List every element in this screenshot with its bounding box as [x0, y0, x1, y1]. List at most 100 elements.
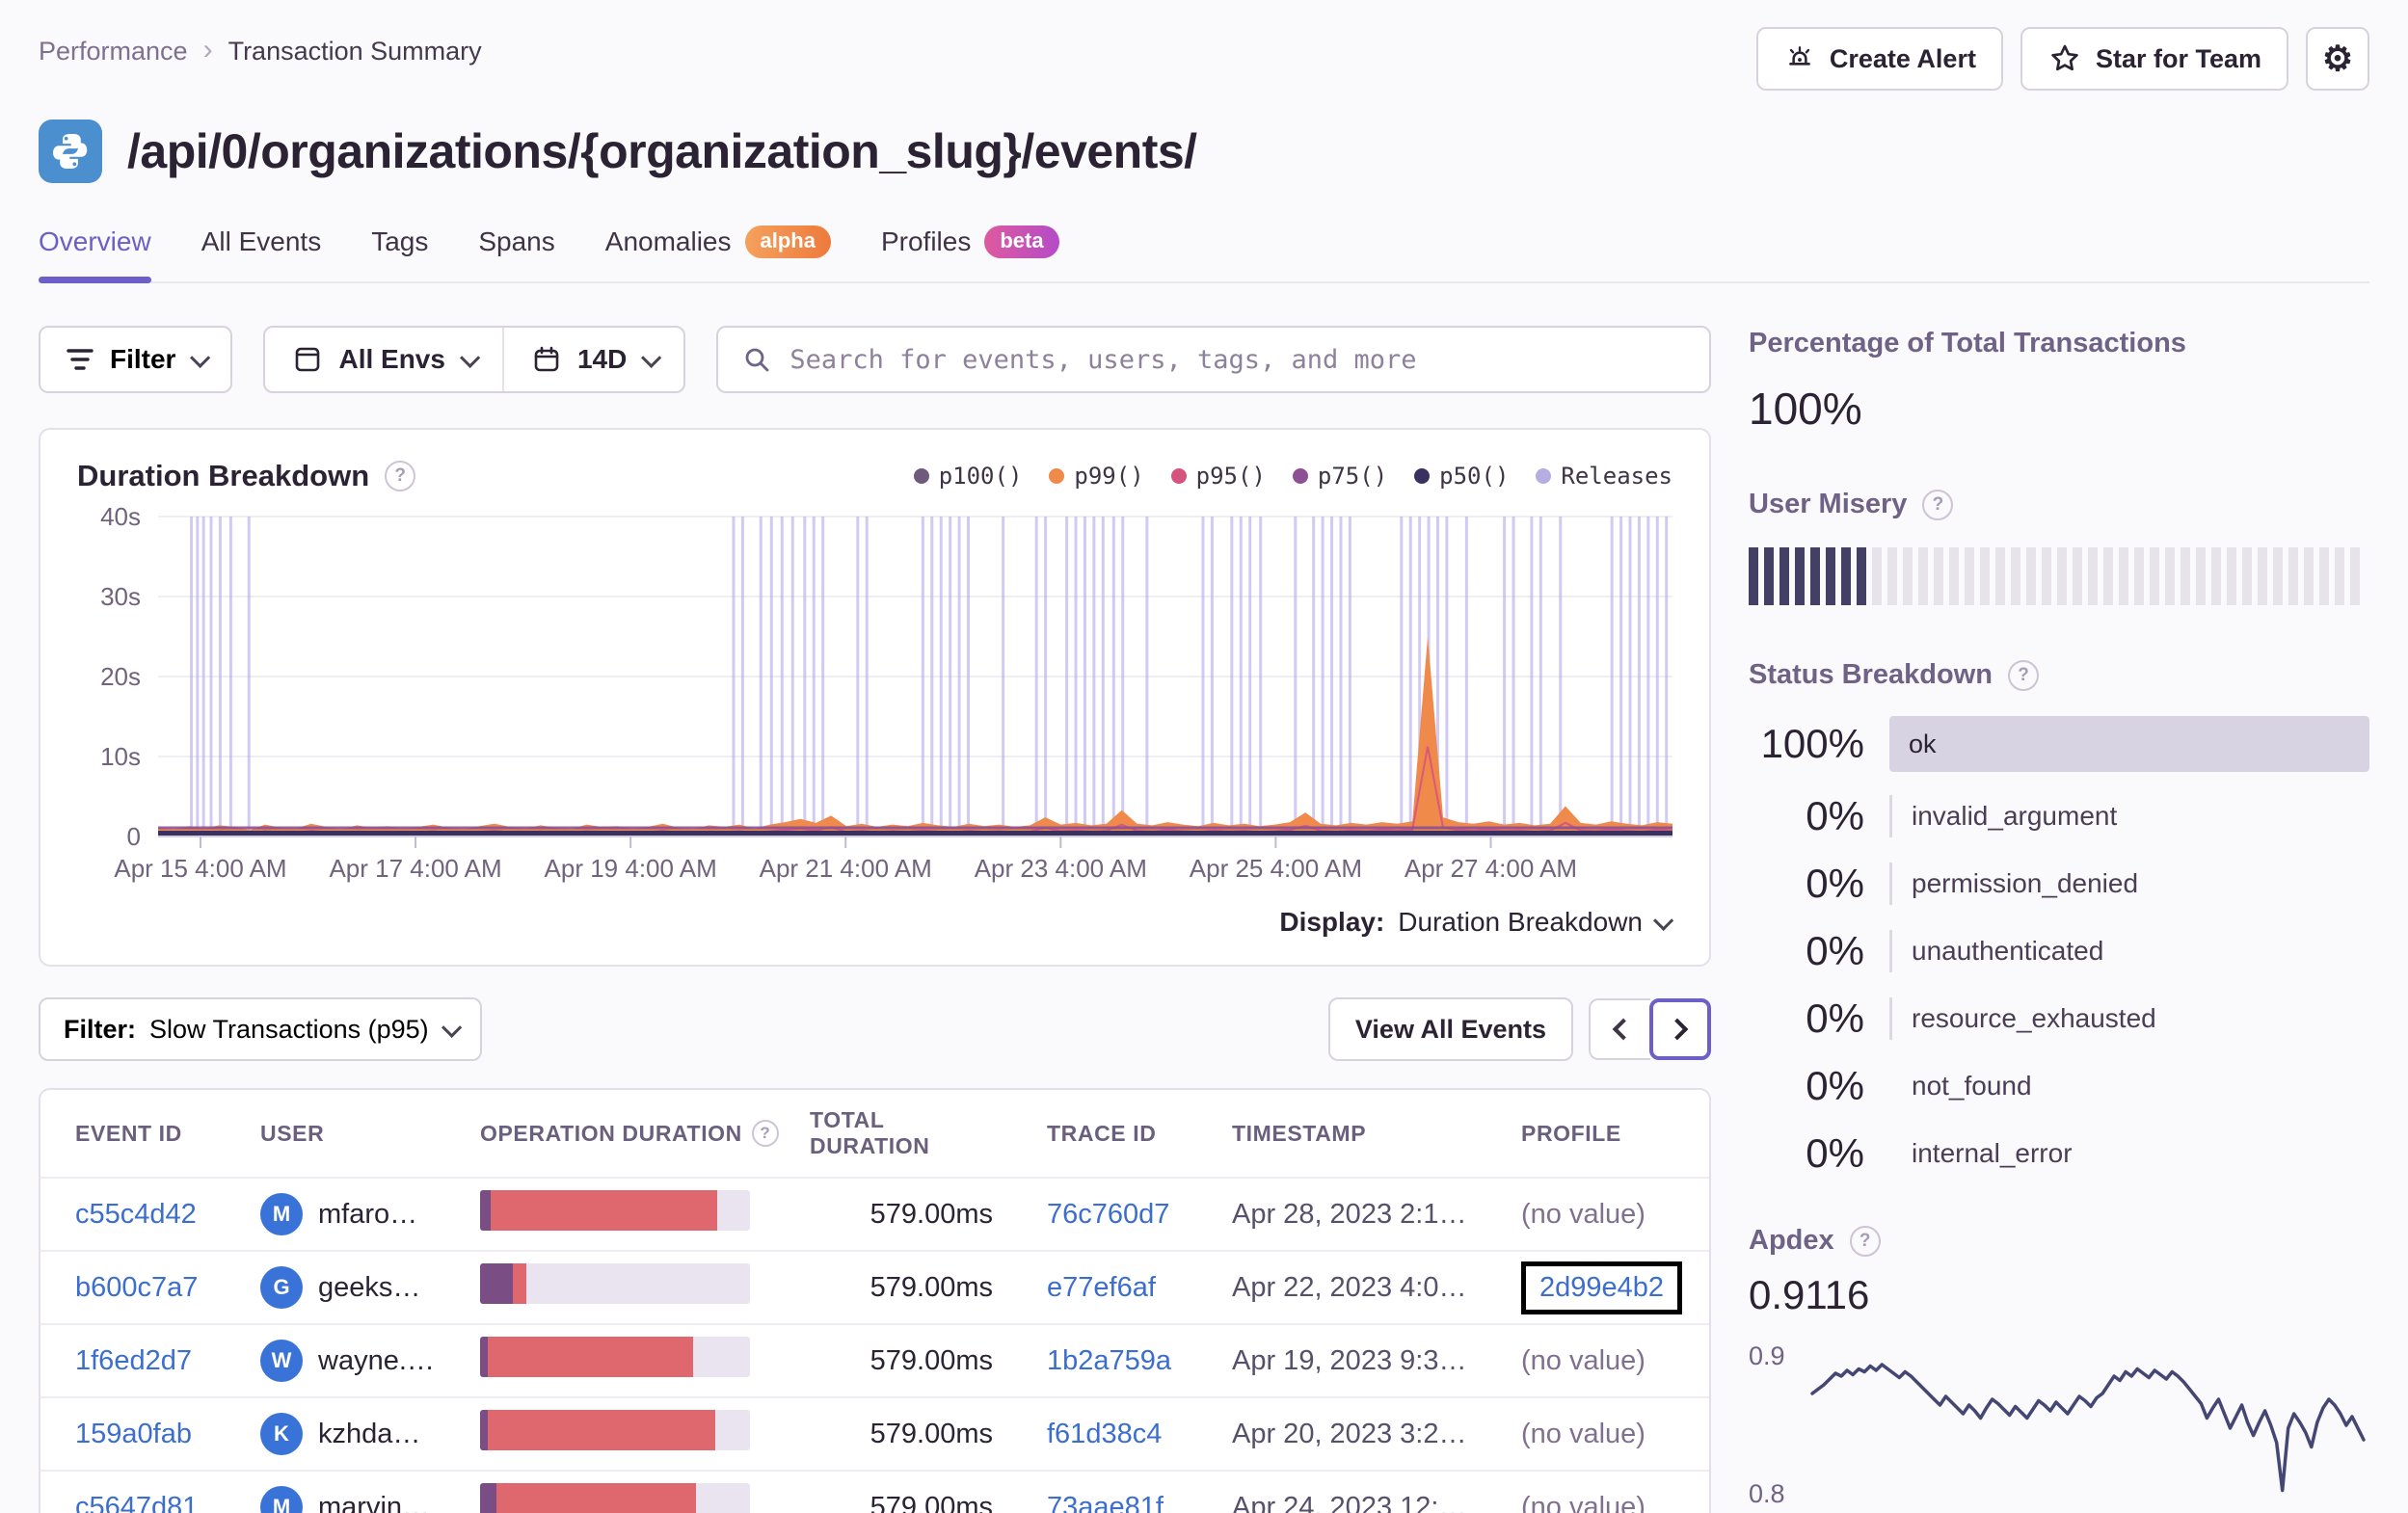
user-misery-title: User Misery	[1749, 489, 1908, 519]
misery-segment	[2181, 547, 2190, 605]
transactions-filter-dropdown[interactable]: Filter: Slow Transactions (p95)	[39, 997, 482, 1061]
tab-tags[interactable]: Tags	[371, 226, 428, 281]
event-id-link[interactable]: c55c4d42	[75, 1198, 197, 1230]
help-icon[interactable]	[2008, 659, 2039, 691]
legend-item-p75[interactable]: p75()	[1292, 463, 1387, 490]
apdex-sparkline: 0.9 0.8	[1749, 1340, 2369, 1511]
help-icon[interactable]	[385, 461, 416, 491]
status-label-internal_error: internal_error	[1889, 1132, 2369, 1175]
date-range-value: 14D	[576, 344, 628, 374]
misery-segment	[2026, 547, 2036, 605]
help-icon[interactable]	[1849, 1225, 1881, 1257]
bar-segment-http-red	[491, 1190, 718, 1231]
operation-duration-cell	[480, 1410, 810, 1458]
legend-item-p99[interactable]: p99()	[1049, 463, 1144, 490]
legend-item-Releases[interactable]: Releases	[1536, 463, 1672, 490]
profile-focus-ring: 2d99e4b2	[1521, 1261, 1683, 1314]
apdex-value: 0.9116	[1749, 1272, 1870, 1317]
tab-label: All Events	[201, 226, 322, 256]
timestamp-value: Apr 20, 2023 3:2…	[1232, 1418, 1467, 1449]
misery-segment	[1749, 547, 1758, 605]
misery-segment	[2150, 547, 2159, 605]
display-selector[interactable]: Duration Breakdown	[1398, 907, 1674, 938]
legend-item-p95[interactable]: p95()	[1170, 463, 1266, 490]
environment-selector[interactable]: All Envs	[265, 328, 501, 391]
filter-icon	[67, 349, 94, 370]
search-input[interactable]	[789, 344, 1686, 375]
profile-cell: (no value)	[1521, 1492, 1674, 1513]
tab-all-events[interactable]: All Events	[201, 226, 322, 281]
operation-duration-cell	[480, 1483, 810, 1513]
trace-id-link[interactable]: 76c760d7	[1047, 1198, 1170, 1230]
tab-profiles[interactable]: Profiles beta	[881, 226, 1059, 281]
event-id-link[interactable]: 1f6ed2d7	[75, 1344, 192, 1376]
next-page-button[interactable]	[1649, 998, 1711, 1060]
legend-dot	[913, 468, 929, 484]
svg-text:20s: 20s	[100, 662, 141, 691]
misery-segment	[2335, 547, 2344, 605]
window-icon	[296, 347, 320, 372]
tab-overview[interactable]: Overview	[39, 226, 151, 283]
events-table: EVENT ID USER OPERATION DURATION TOTAL D…	[39, 1088, 1711, 1513]
column-user: USER	[260, 1120, 325, 1146]
create-alert-button[interactable]: Create Alert	[1755, 27, 2003, 91]
pagination	[1589, 998, 1711, 1060]
misery-segment	[1764, 547, 1774, 605]
calendar-icon	[534, 346, 559, 372]
misery-segment	[2288, 547, 2298, 605]
transactions-filter-label: Filter:	[64, 1014, 137, 1044]
trace-id-link[interactable]: e77ef6af	[1047, 1271, 1156, 1303]
tab-spans[interactable]: Spans	[478, 226, 554, 281]
bar-segment-db-purple	[480, 1190, 492, 1231]
avatar: K	[260, 1413, 303, 1455]
help-icon[interactable]	[1922, 489, 1954, 520]
alpha-badge: alpha	[744, 226, 831, 258]
svg-text:Apr 21 4:00 AM: Apr 21 4:00 AM	[760, 854, 932, 883]
tab-anomalies[interactable]: Anomalies alpha	[605, 226, 831, 281]
sidebar: Percentage of Total Transactions 100% Us…	[1749, 326, 2369, 1513]
misery-segment	[2227, 547, 2236, 605]
misery-segment	[1872, 547, 1882, 605]
duration-breakdown-card: Duration Breakdown p100() p99() p95() p75()…	[39, 428, 1711, 967]
event-id-link[interactable]: 159a0fab	[75, 1418, 192, 1449]
column-timestamp: TIMESTAMP	[1232, 1120, 1367, 1146]
misery-segment	[1965, 547, 1974, 605]
status-pct: 0%	[1806, 793, 1864, 838]
profile-id-link[interactable]: 2d99e4b2	[1539, 1271, 1665, 1303]
tab-label: Spans	[478, 226, 555, 256]
filter-dropdown[interactable]: Filter	[39, 326, 233, 393]
user-misery-section: User Misery	[1749, 489, 2369, 605]
status-label-resource_exhausted: resource_exhausted	[1889, 997, 2369, 1040]
legend-item-p100[interactable]: p100()	[913, 463, 1022, 490]
view-all-events-button[interactable]: View All Events	[1327, 997, 1573, 1061]
legend-item-p50[interactable]: p50()	[1414, 463, 1509, 490]
percent-transactions-value: 100%	[1749, 384, 1862, 434]
trace-id-link[interactable]: f61d38c4	[1047, 1418, 1163, 1449]
breadcrumb-chevron-icon: ›	[202, 33, 213, 66]
profile-cell: (no value)	[1521, 1199, 1674, 1231]
settings-button[interactable]: ⚙	[2306, 27, 2369, 91]
date-range-selector[interactable]: 14D	[501, 328, 683, 391]
filter-dropdown-label: Filter	[110, 344, 176, 374]
status-label-text: permission_denied	[1912, 868, 2139, 898]
trace-id-link[interactable]: 73aae81f	[1047, 1491, 1164, 1513]
user-name: mfaro…	[318, 1198, 418, 1230]
status-label-text: invalid_argument	[1912, 801, 2118, 831]
event-id-link[interactable]: b600c7a7	[75, 1271, 199, 1303]
misery-segment	[1918, 547, 1928, 605]
display-label: Display:	[1279, 907, 1385, 937]
breadcrumb-performance[interactable]: Performance	[39, 37, 188, 66]
trace-id-link[interactable]: 1b2a759a	[1047, 1344, 1172, 1376]
previous-page-button[interactable]	[1589, 998, 1650, 1060]
status-pct: 0%	[1806, 1130, 1864, 1176]
bar-segment-http-red	[512, 1263, 526, 1304]
help-icon[interactable]	[751, 1120, 779, 1147]
misery-segment	[1949, 547, 1959, 605]
column-trace-id: TRACE ID	[1047, 1120, 1157, 1146]
event-id-link[interactable]: c5647d81	[75, 1491, 199, 1513]
star-for-team-button[interactable]: Star for Team	[2020, 27, 2288, 91]
status-label-ok: ok	[1889, 716, 2369, 772]
